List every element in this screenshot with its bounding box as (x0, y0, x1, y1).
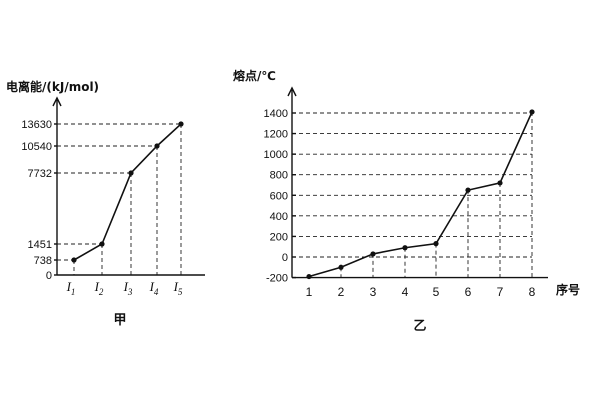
chart-a-ytick-label: 7732 (28, 168, 52, 180)
chart-b-xtick-label: 8 (529, 285, 536, 299)
chart-a-point (99, 241, 105, 247)
chart-a-ytick-label: 10540 (21, 141, 52, 153)
chart-b-ytick-label: 200 (270, 231, 288, 243)
chart-b-ytick-label: 1400 (264, 108, 288, 120)
chart-b-caption: 乙 (413, 319, 426, 334)
chart-a-ylabel: 电离能/(kJ/mol) (6, 79, 99, 94)
chart-b-point (529, 109, 535, 115)
chart-b-y-arrow (287, 86, 297, 97)
chart-melting-point: 熔点/℃ -200 0 200 400 600 800 1000 1200 1400 1 2 3 4 5… (233, 68, 580, 334)
chart-a-xtick-label: I5 (173, 279, 183, 297)
chart-b-xtick-label: 4 (402, 285, 409, 299)
chart-b-ytick-label: -200 (266, 273, 288, 285)
chart-b-point (370, 251, 376, 257)
chart-a-series-line (73, 123, 182, 261)
chart-b-point (306, 273, 312, 280)
chart-b-xtick-label: 6 (465, 285, 472, 299)
chart-ionization-energy: 电离能/(kJ/mol) 0 738 1451 7732 10540 13630 I1 I2… (6, 79, 205, 328)
chart-a-ytick-label: 13630 (21, 119, 52, 131)
chart-b-xtick-label: 2 (338, 285, 345, 299)
chart-a-xtick-label: I2 (94, 279, 104, 297)
chart-b-point (497, 180, 503, 186)
chart-b-xtick-label: 3 (370, 285, 377, 299)
chart-b-ytick-label: 800 (270, 170, 288, 182)
chart-b-ytick-label: 400 (270, 211, 288, 223)
chart-a-xtick-label: I1 (66, 279, 76, 297)
chart-b-xtick-label: 7 (497, 285, 504, 299)
chart-a-xtick-label: I3 (123, 279, 133, 297)
chart-b-xtick-label: 5 (433, 285, 440, 299)
chart-b-ytick-label: 1200 (264, 129, 288, 141)
chart-b-point (465, 187, 471, 193)
chart-b-point (433, 241, 439, 247)
chart-b-ytick-label: 0 (282, 252, 288, 264)
chart-b-xlabel: 序号 (556, 282, 580, 297)
chart-a-point (178, 121, 184, 127)
chart-b-ytick-label: 600 (270, 190, 288, 202)
chart-b-ytick-label: 1000 (264, 149, 288, 161)
chart-a-ytick-label: 1451 (28, 239, 52, 251)
chart-a-ytick-label: 0 (46, 270, 52, 282)
chart-a-xtick-label: I4 (149, 279, 159, 297)
chart-a-point (154, 143, 160, 149)
chart-a-caption: 甲 (113, 313, 126, 328)
chart-b-xtick-label: 1 (306, 285, 313, 299)
chart-a-point (128, 170, 134, 176)
chart-a-point (71, 257, 77, 263)
chart-a-y-arrow (52, 96, 62, 107)
chart-b-series-line (308, 111, 533, 278)
chart-b-ylabel: 熔点/℃ (233, 68, 276, 83)
chart-a-ytick-label: 738 (34, 255, 52, 267)
chart-b-point (402, 245, 408, 251)
chart-b-point (338, 264, 344, 270)
